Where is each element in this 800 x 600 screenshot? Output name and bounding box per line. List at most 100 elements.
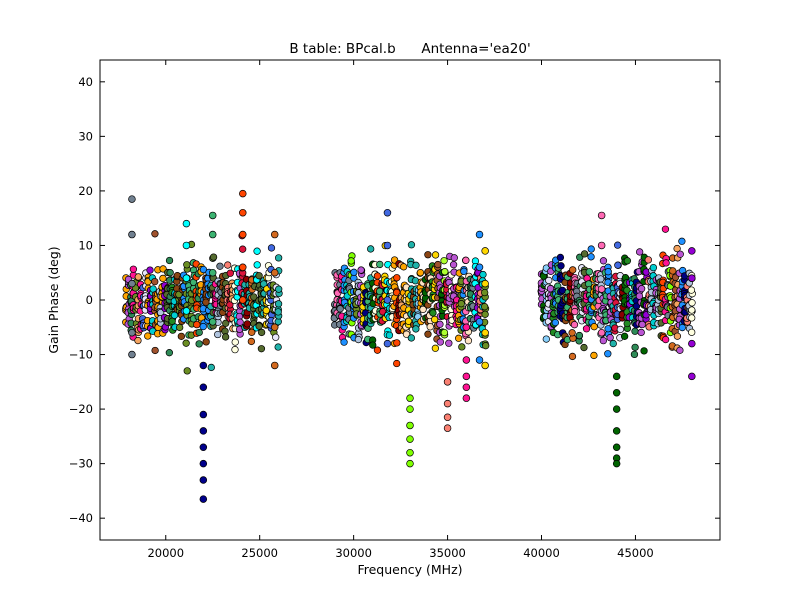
data-point [637,285,646,293]
data-point [199,443,208,452]
x-axis: 20000 25000 30000 35000 40000 45000 [147,60,654,560]
data-point [676,250,684,258]
data-point [429,309,437,317]
data-point [144,332,152,340]
data-point [236,318,244,326]
data-point [590,323,598,331]
data-point [406,459,414,468]
data-point [129,265,138,273]
data-point [367,245,375,253]
data-point [440,257,448,265]
y-tick-label: 0 [86,293,93,307]
data-point [604,350,612,358]
data-point [644,256,652,264]
data-point [636,248,644,256]
data-point [599,257,608,265]
data-point [274,343,282,351]
data-point [199,410,208,419]
data-point [612,372,621,381]
data-point [424,251,432,259]
data-point [662,259,670,267]
data-point [673,332,682,340]
data-point [182,339,190,347]
data-point [373,272,382,280]
data-point [614,261,622,269]
data-point [214,330,222,339]
data-point [183,261,191,269]
data-point [166,269,174,277]
data-point [195,340,203,348]
data-point [616,325,625,334]
data-point [599,336,607,345]
data-point [222,319,230,327]
data-point [571,307,579,316]
data-point [207,363,215,372]
data-point [623,286,631,294]
data-point [165,256,174,265]
data-point [580,250,589,258]
data-point [462,323,471,332]
x-tick-label: 40000 [523,546,560,560]
data-point [202,298,210,306]
x-tick-label: 35000 [429,546,466,560]
y-axis-title: Gain Phase (deg) [46,246,61,353]
data-point [688,299,696,307]
data-point [199,322,207,331]
data-point [385,331,394,339]
data-point [424,330,432,338]
x-tick-label: 45000 [617,546,654,560]
data-point [128,230,136,239]
data-point [462,256,470,264]
data-point [221,333,230,341]
data-point [585,268,593,276]
y-tick-label: 20 [78,184,93,198]
data-point [128,195,136,203]
data-point [443,399,452,408]
data-point [569,266,577,274]
data-point [199,459,208,468]
data-point [462,372,471,381]
data-point [623,319,631,328]
data-point [688,314,696,322]
data-point [597,241,606,250]
data-point [402,330,411,338]
y-tick-label: −30 [69,457,93,471]
data-point [373,346,382,354]
data-point [350,268,358,276]
data-point [354,335,363,344]
data-point [687,286,696,294]
data-point [406,421,414,430]
data-point [406,448,414,457]
data-point [404,317,413,325]
data-point [545,276,553,285]
data-point [443,378,452,386]
data-point [640,347,648,355]
data-point [250,293,258,301]
data-point [247,337,256,346]
data-point [570,321,579,329]
data-point [597,285,606,293]
data-point [248,328,256,336]
data-point [609,339,617,348]
data-point [412,261,420,269]
data-point [274,308,282,316]
data-point [134,336,142,345]
data-point [661,225,670,233]
y-tick-label: 30 [78,129,93,143]
data-point [199,361,208,370]
data-point [407,241,416,249]
data-point [612,388,621,397]
data-point [597,275,605,283]
data-point [678,237,686,245]
data-point [128,328,136,337]
data-point [568,329,576,337]
data-point [168,317,176,325]
data-point [431,344,440,352]
data-point [462,394,471,402]
data-point [436,320,444,328]
data-point [434,260,442,269]
data-point [270,361,279,370]
data-point [239,208,247,217]
data-point [481,279,489,288]
data-point [443,413,452,422]
